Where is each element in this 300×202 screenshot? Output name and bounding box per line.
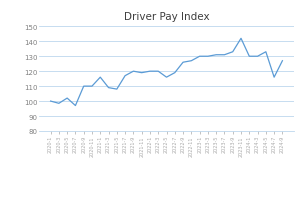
- Title: Driver Pay Index: Driver Pay Index: [124, 12, 209, 22]
